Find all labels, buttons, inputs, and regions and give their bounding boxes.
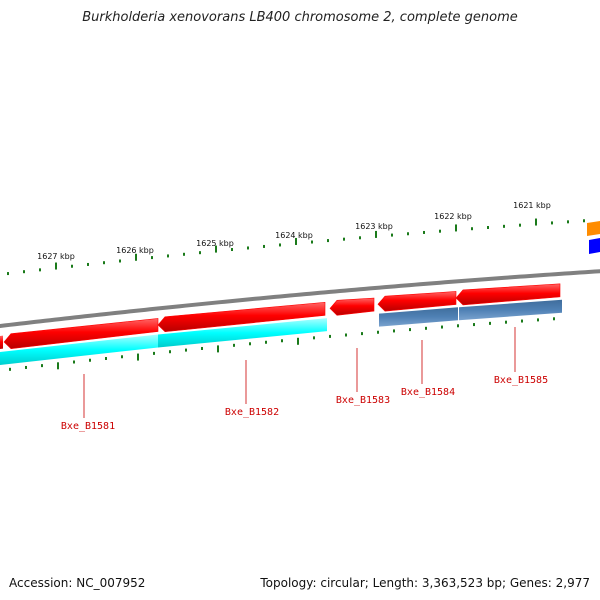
scale-labels: 1627 kbp 1626 kbp 1625 kbp 1624 kbp 1623 kbp… [37,201,551,261]
cds-band [0,334,158,366]
accession-text: Accession: NC_007952 [9,576,146,590]
cds-band [459,299,562,321]
genome-summary-text: Topology: circular; Length: 3,363,523 bp… [260,576,590,590]
gene-label: Bxe_B1581 [61,421,115,432]
gene-arrow [377,291,457,312]
gene-arrow-partial [0,335,3,350]
gene-label: Bxe_B1583 [336,395,390,406]
gene-arrow [329,297,375,316]
backbone-arc [0,269,600,329]
scale-ticks-inner [9,317,555,371]
cds-band [158,318,327,348]
orange-feature [587,221,600,236]
scale-label: 1625 kbp [196,239,234,248]
backbone-group [0,269,600,329]
map-title: Burkholderia xenovorans LB400 chromosome… [82,10,518,25]
scale-label: 1622 kbp [434,212,472,221]
cds-band [379,307,458,327]
scale-ticks-outer [7,218,585,276]
gene-labels: Bxe_B1581 Bxe_B1582 Bxe_B1583 Bxe_B1584 Bxe_… [61,327,548,432]
scale-label: 1626 kbp [116,246,154,255]
scale-label: 1624 kbp [275,231,313,240]
gene-arrow [157,302,326,333]
gene-label: Bxe_B1584 [401,387,455,398]
scale-label: 1627 kbp [37,252,75,261]
gene-arrow [455,283,561,306]
blue-feature [589,238,600,254]
scale-label: 1621 kbp [513,201,551,210]
gene-label: Bxe_B1585 [494,375,548,386]
gene-label: Bxe_B1582 [225,407,279,418]
scale-label: 1623 kbp [355,222,393,231]
features-group [0,221,600,366]
